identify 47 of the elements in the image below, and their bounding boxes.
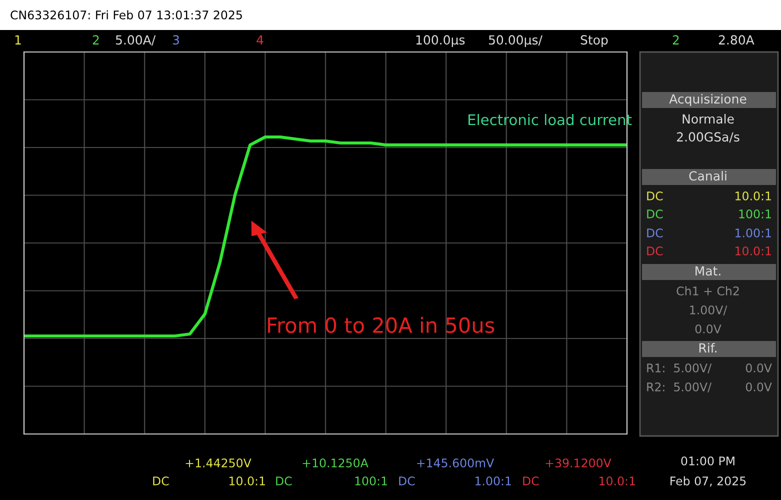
text: Ch1 + Ch2 bbox=[676, 286, 739, 296]
text: 0.0V bbox=[746, 382, 772, 392]
text: 1.00:1 bbox=[736, 228, 771, 238]
text: Acquisizione bbox=[669, 94, 746, 106]
text: CN63326107: Fri Feb 07 13:01:37 2025 bbox=[10, 10, 242, 20]
text: 01:00 PM bbox=[681, 456, 734, 466]
text: 1.00V/ bbox=[690, 305, 728, 316]
text: 3 bbox=[172, 35, 179, 45]
text: 2.00GSa/s bbox=[677, 132, 740, 143]
text: DC bbox=[647, 228, 663, 238]
text: DC bbox=[647, 209, 663, 218]
text: DC bbox=[647, 191, 663, 200]
text: 0.0V bbox=[746, 363, 772, 372]
text: +39.1200V bbox=[546, 458, 612, 468]
text: 100:1 bbox=[355, 476, 387, 486]
text: 1 bbox=[15, 35, 21, 44]
text: 100:1 bbox=[739, 209, 771, 218]
text: +145.600mV bbox=[417, 458, 494, 468]
text: DC bbox=[399, 476, 415, 486]
text: 2 bbox=[92, 35, 99, 44]
text: DC bbox=[523, 476, 539, 486]
text: 50.00µs/ bbox=[488, 35, 542, 48]
text: 10.0:1 bbox=[600, 476, 635, 486]
text: 2 bbox=[672, 35, 679, 44]
text: DC bbox=[153, 476, 169, 486]
text: 10.0:1 bbox=[230, 476, 265, 486]
text: 10.0:1 bbox=[736, 191, 771, 200]
text: DC bbox=[647, 246, 663, 256]
text: 2.80A bbox=[718, 35, 754, 45]
text: Canali bbox=[689, 170, 726, 181]
text: R2: 5.00V/ bbox=[647, 382, 712, 392]
text: Rif. bbox=[699, 342, 716, 352]
text: +1.44250V bbox=[186, 458, 252, 468]
text: 1.00:1 bbox=[476, 476, 511, 486]
text: Stop bbox=[580, 35, 608, 48]
text: DC bbox=[276, 476, 292, 486]
text: +10.1250A bbox=[302, 458, 368, 468]
text: 4 bbox=[256, 35, 264, 44]
text: Normale bbox=[682, 114, 734, 124]
text: 5.00A/ bbox=[116, 35, 156, 46]
text: Mat. bbox=[696, 266, 720, 276]
text: R1: 5.00V/ bbox=[647, 363, 712, 374]
text: 0.0V bbox=[695, 324, 722, 334]
text: Feb 07, 2025 bbox=[670, 476, 746, 487]
text: 100.0µs bbox=[416, 35, 465, 48]
annotation: From 0 to 20A in 50us bbox=[268, 316, 494, 334]
text: 10.0:1 bbox=[736, 246, 771, 256]
